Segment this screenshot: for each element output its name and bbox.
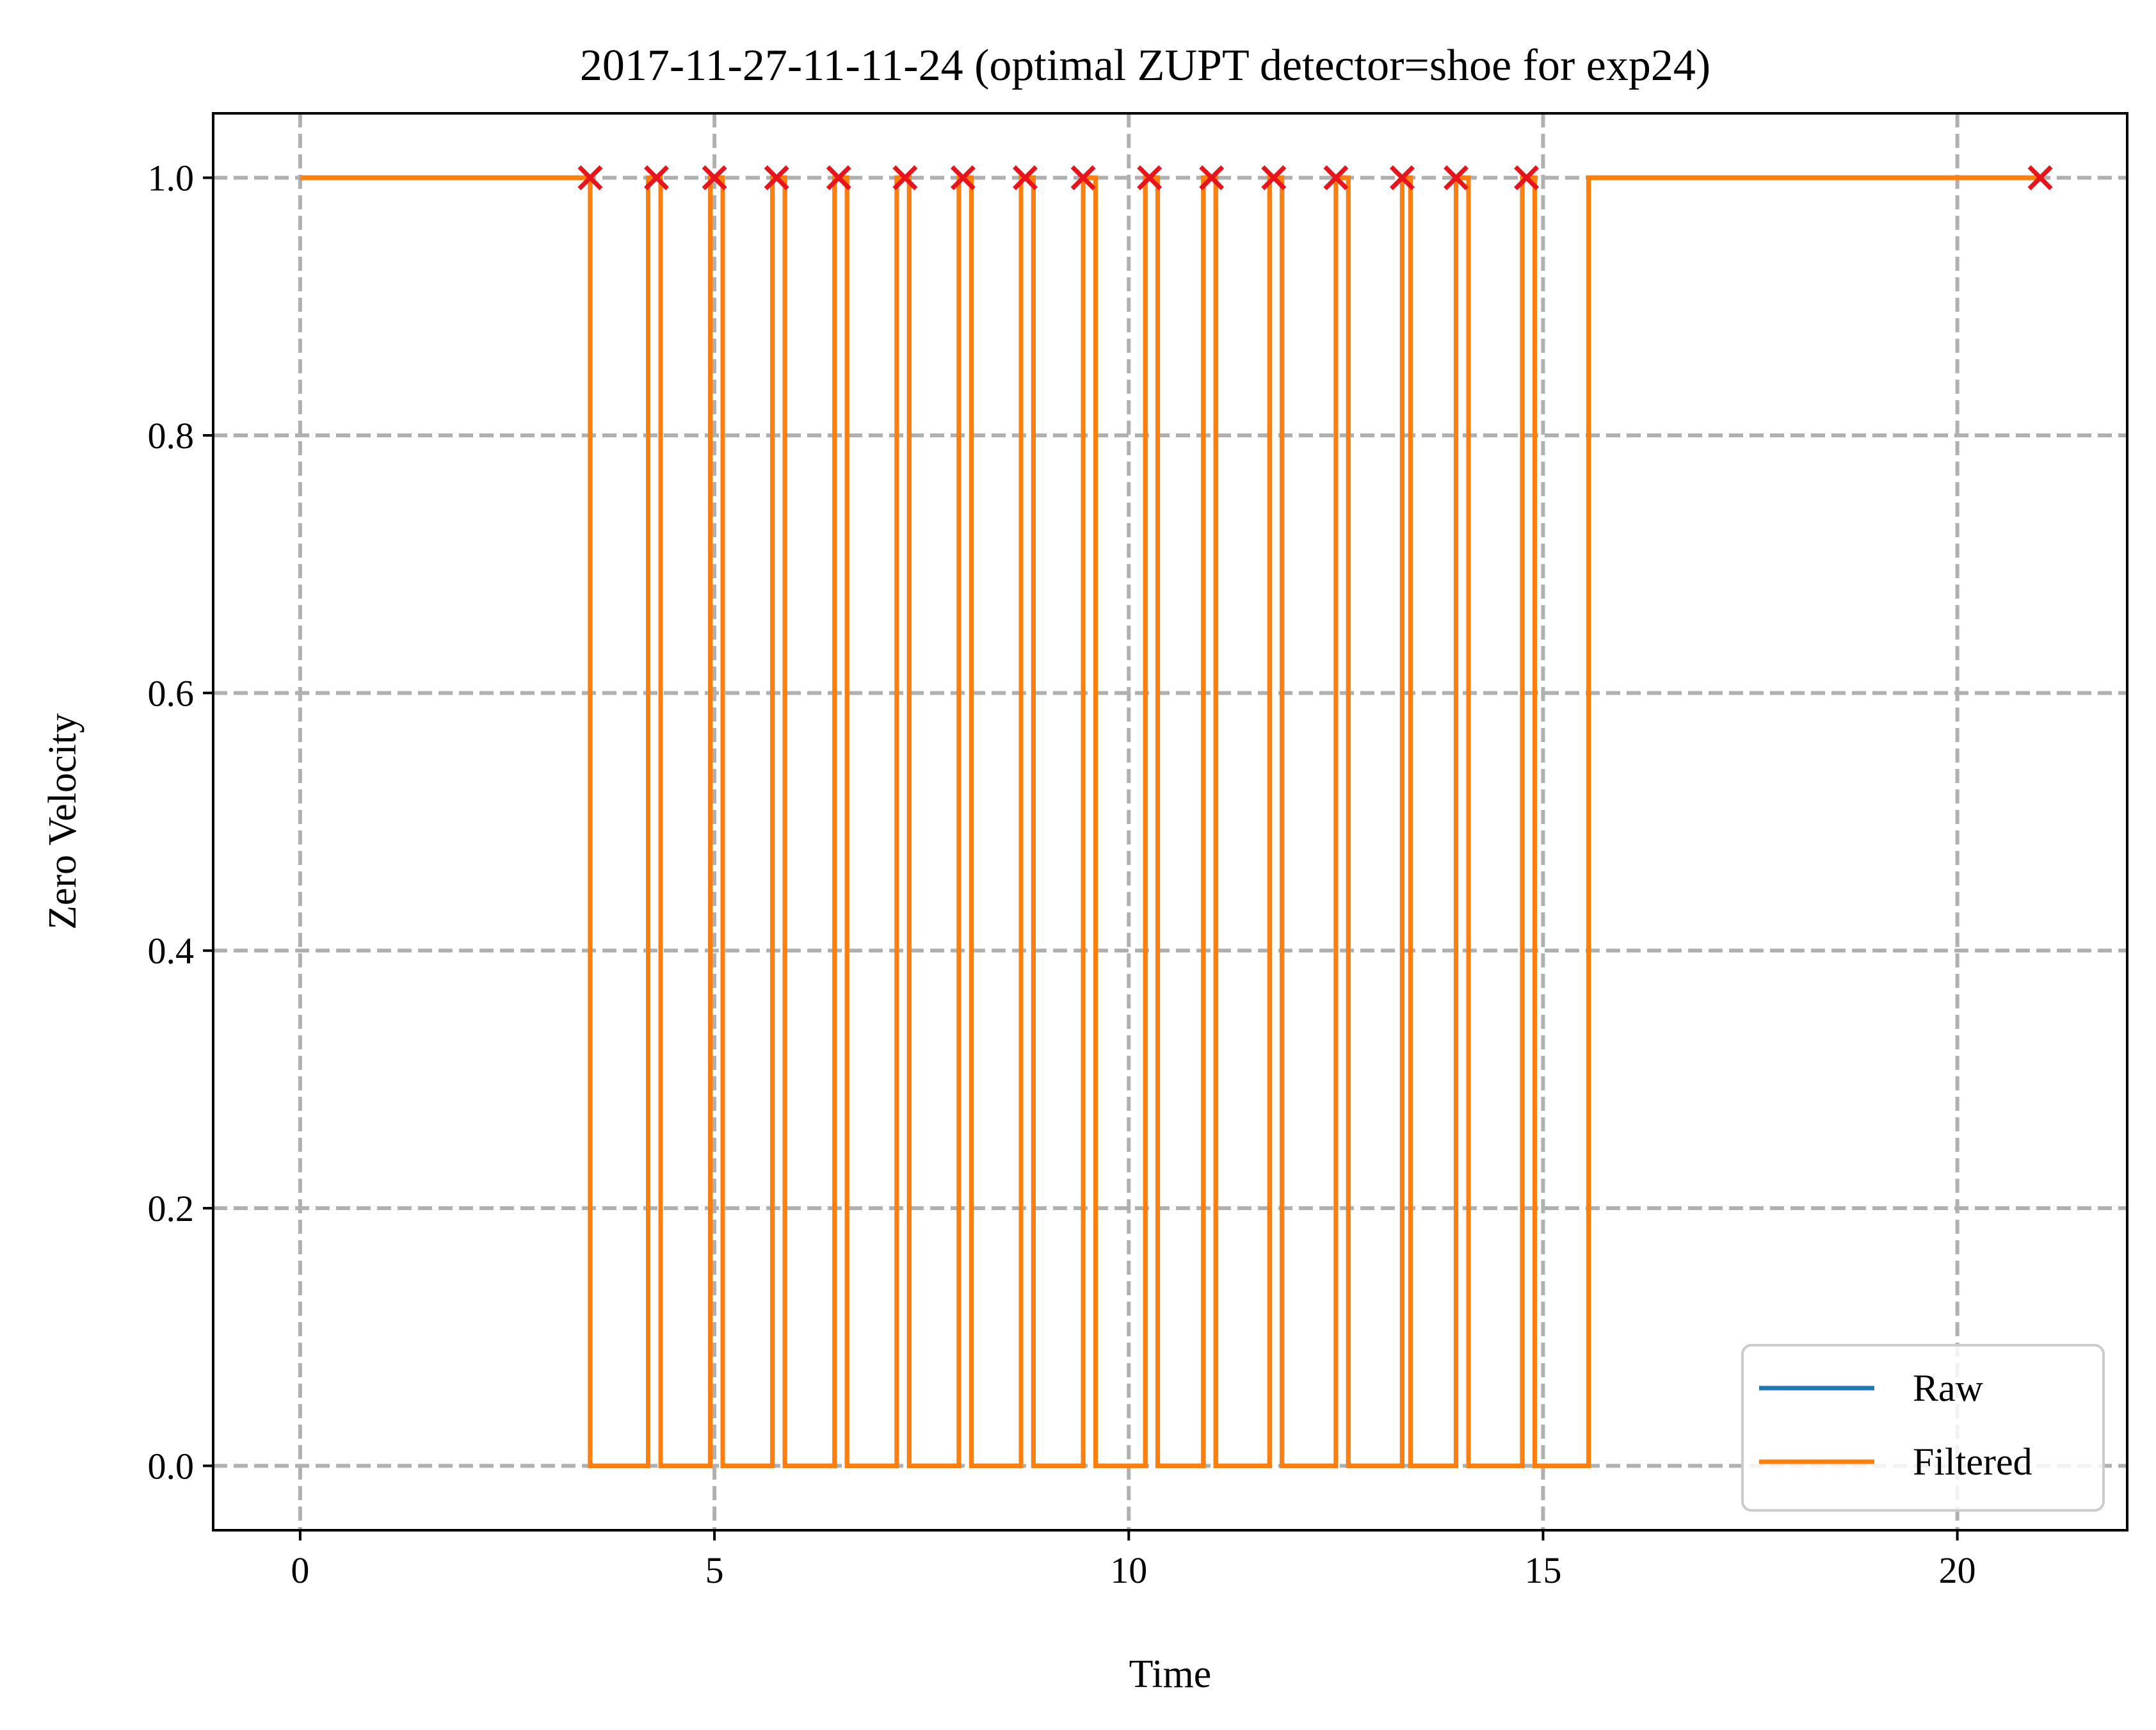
x-marker bbox=[1137, 165, 1162, 191]
legend-label-filtered: Filtered bbox=[1913, 1441, 2032, 1483]
x-marker bbox=[1323, 165, 1349, 191]
y-axis-label: Zero Velocity bbox=[41, 713, 84, 930]
x-marker-stroke bbox=[2027, 165, 2053, 191]
x-marker bbox=[702, 165, 727, 191]
axis-ticks: 0 5 10 15 20 0.0 0.2 0.4 0.6 0.8 1.0 bbox=[148, 158, 1976, 1591]
x-marker bbox=[1389, 165, 1415, 191]
x-marker-stroke bbox=[950, 165, 976, 191]
x-marker-stroke bbox=[644, 165, 669, 191]
x-marker bbox=[764, 165, 789, 191]
x-marker-stroke bbox=[1323, 165, 1349, 191]
x-marker bbox=[2027, 165, 2053, 191]
marker-points bbox=[577, 165, 2053, 191]
y-tick-label: 0.0 bbox=[148, 1445, 195, 1487]
x-tick-label: 10 bbox=[1110, 1549, 1147, 1591]
legend: Raw Filtered bbox=[1741, 1344, 2105, 1512]
legend-label-raw: Raw bbox=[1913, 1367, 1984, 1409]
y-tick-label: 0.6 bbox=[148, 672, 195, 714]
x-marker-stroke bbox=[1514, 165, 1540, 191]
x-marker-stroke bbox=[1070, 165, 1096, 191]
x-marker bbox=[1444, 165, 1469, 191]
x-tick-label: 0 bbox=[291, 1549, 309, 1591]
x-marker bbox=[644, 165, 669, 191]
plot-frame bbox=[212, 112, 2128, 1532]
x-marker-stroke bbox=[826, 165, 851, 191]
x-marker-stroke bbox=[1137, 165, 1162, 191]
y-tick-label: 0.2 bbox=[148, 1188, 195, 1229]
x-axis-label: Time bbox=[1129, 1653, 1212, 1696]
x-marker bbox=[1261, 165, 1287, 191]
x-tick-label: 5 bbox=[705, 1549, 724, 1591]
x-marker-stroke bbox=[764, 165, 789, 191]
x-marker-stroke bbox=[892, 165, 918, 191]
x-tick-label: 15 bbox=[1524, 1549, 1561, 1591]
x-marker-stroke bbox=[1444, 165, 1469, 191]
x-marker-stroke bbox=[1261, 165, 1287, 191]
x-marker bbox=[577, 165, 603, 191]
series-line-filtered bbox=[300, 175, 2041, 1468]
x-marker-stroke bbox=[1013, 165, 1038, 191]
x-marker bbox=[826, 165, 851, 191]
y-tick-label: 0.8 bbox=[148, 415, 195, 457]
x-marker-stroke bbox=[1199, 165, 1225, 191]
chart-title: 2017-11-27-11-11-24 (optimal ZUPT detect… bbox=[580, 41, 1710, 90]
x-marker-stroke bbox=[577, 165, 603, 191]
x-marker bbox=[950, 165, 976, 191]
y-tick-label: 0.4 bbox=[148, 930, 195, 972]
x-marker bbox=[1514, 165, 1540, 191]
x-marker bbox=[1199, 165, 1225, 191]
y-tick-label: 1.0 bbox=[148, 158, 195, 199]
x-tick-label: 20 bbox=[1939, 1549, 1976, 1591]
plot-series bbox=[300, 175, 2041, 1468]
x-marker-stroke bbox=[702, 165, 727, 191]
x-marker bbox=[1013, 165, 1038, 191]
x-marker-stroke bbox=[1389, 165, 1415, 191]
x-marker bbox=[1070, 165, 1096, 191]
x-marker bbox=[892, 165, 918, 191]
